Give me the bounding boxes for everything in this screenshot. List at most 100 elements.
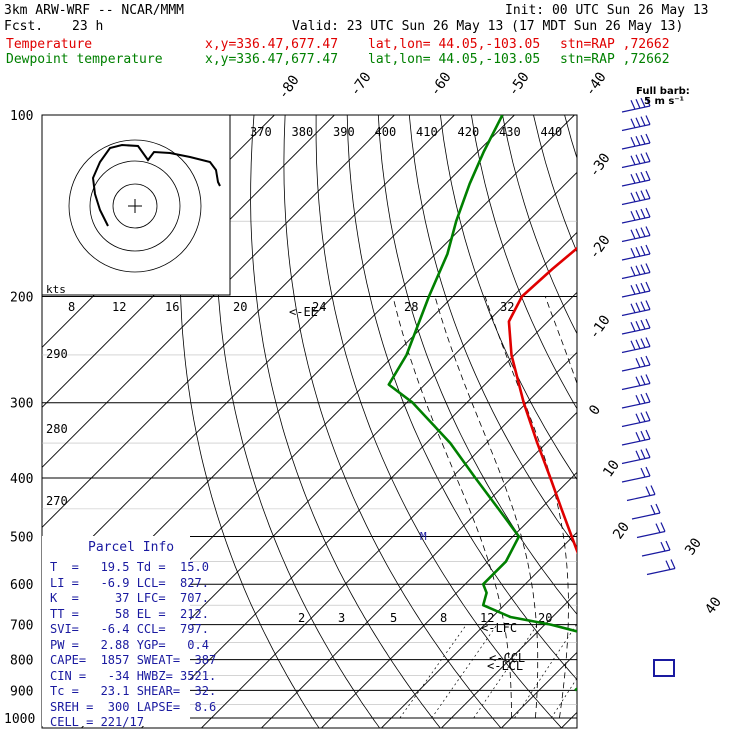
wind-barb-feather — [630, 340, 636, 351]
temperature-profile — [507, 246, 577, 555]
wind-barb-feather — [645, 392, 651, 403]
wind-barb — [621, 152, 651, 169]
theta-label: 370 — [250, 125, 272, 139]
hodograph-annotation: <-EE — [289, 305, 318, 319]
wind-barb — [621, 96, 651, 113]
wind-barb-feather — [640, 356, 646, 367]
temperature-station: stn=RAP ,72662 — [560, 37, 670, 52]
wind-barb-feather — [635, 450, 641, 460]
parcel-info-row: TT = 58 EL = 212. — [50, 606, 209, 621]
hodograph-ring — [112, 183, 158, 229]
isotherm-label: -70 — [347, 69, 375, 99]
wind-barb-staff — [621, 197, 651, 206]
wind-barb-staff — [621, 105, 651, 113]
wind-legend-line1: Full barb: — [636, 86, 690, 97]
mixing-ratio-line — [514, 624, 577, 719]
wind-barb — [621, 226, 651, 243]
isotherm-line — [140, 291, 577, 728]
wind-barb-feather — [630, 285, 636, 295]
wind-barb — [621, 374, 651, 391]
hodograph-tick-label: 16 — [165, 300, 179, 314]
dry-adiabat — [658, 115, 740, 731]
wind-barb-feather — [645, 337, 651, 347]
wind-barb — [621, 337, 651, 354]
wind-barb-staff — [641, 549, 671, 557]
wind-barb-feather — [645, 448, 651, 458]
wind-barb-staff — [621, 216, 651, 224]
dry-adiabat — [440, 115, 577, 481]
wind-barb-staff — [621, 160, 651, 169]
wind-barb-feather — [630, 118, 636, 129]
wind-barb-feather — [635, 339, 641, 349]
wind-barb-feather — [665, 540, 671, 551]
wind-barb — [621, 244, 651, 261]
wind-barb-feather — [670, 559, 676, 569]
wind-barb — [621, 133, 651, 150]
init-time: Init: 00 UTC Sun 26 May 13 — [505, 3, 709, 18]
wind-barb-feather — [635, 172, 641, 183]
mixing-ratio-line — [431, 624, 498, 719]
mixing-ratio-label: 8 — [440, 611, 447, 625]
wind-barb-staff — [621, 253, 651, 261]
wind-barb-feather — [635, 376, 641, 386]
wind-barb-feather — [660, 541, 666, 552]
wind-barb-feather — [630, 248, 636, 258]
wind-barb-feather — [640, 190, 646, 200]
level-marker-label: <-LCL — [487, 659, 523, 673]
wind-barb-feather — [640, 227, 646, 237]
hodograph-annotation: M — [420, 530, 427, 543]
pressure-tick-label: 200 — [10, 291, 33, 306]
theta-label: 380 — [292, 125, 314, 139]
isotherm-label: -80 — [275, 72, 303, 102]
wind-barb-feather — [630, 192, 636, 203]
wind-barb-feather — [645, 96, 651, 107]
pressure-tick-label: 900 — [10, 684, 33, 699]
parcel-info-row: K = 37 LFC= 707. — [50, 591, 209, 605]
wind-barb-staff — [626, 493, 656, 502]
theta-label: 400 — [375, 125, 397, 139]
wind-barb-feather — [645, 466, 651, 477]
theta-low-label: 290 — [46, 347, 68, 361]
wind-barb-feather — [630, 266, 636, 277]
isotherm-line — [679, 115, 740, 731]
wind-barb — [621, 263, 651, 280]
wind-barb-feather — [630, 229, 636, 240]
hodograph-tick-label: 28 — [404, 300, 418, 314]
hodograph-box — [41, 114, 231, 296]
wind-barb-feather — [640, 449, 646, 459]
wind-barb-feather — [645, 189, 651, 199]
wind-barb-feather — [635, 135, 641, 146]
wind-barb-feather — [630, 322, 636, 332]
dry-adiabat — [502, 115, 577, 335]
parcel-info-row: PW = 2.88 YGP= 0.4 — [50, 637, 209, 652]
wind-barb-feather — [640, 301, 646, 311]
wind-barb-staff — [621, 382, 651, 391]
hodograph-ring — [89, 160, 181, 252]
mixing-ratio-line — [473, 624, 538, 719]
wind-barb-feather — [640, 116, 646, 126]
moist-adiabat — [655, 297, 740, 719]
wind-barb — [621, 411, 651, 428]
pressure-tick-label: 700 — [10, 619, 33, 634]
wind-barb-feather — [640, 134, 646, 145]
wind-barb-feather — [635, 431, 641, 442]
temperature-legend: Temperature — [6, 37, 93, 52]
mixing-ratio-label: 2 — [298, 611, 305, 625]
parcel-info-row: CAPE= 1857 SWEAT= 387 — [50, 653, 217, 667]
isotherm-label: 10 — [600, 457, 623, 480]
level-marker-label: <-LFC — [481, 621, 517, 635]
hodograph-tick-label: 12 — [112, 300, 126, 314]
wind-barb-staff — [621, 234, 651, 243]
wind-barb-feather — [635, 117, 641, 127]
isotherm-label: 40 — [702, 594, 725, 617]
dry-adiabat — [215, 115, 381, 728]
theta-label: 430 — [499, 125, 521, 139]
mixing-ratio-label: 3 — [338, 611, 345, 625]
theta-label: 390 — [333, 125, 355, 139]
wind-barb-feather — [655, 523, 661, 533]
pressure-tick-label: 1000 — [4, 712, 35, 727]
pressure-tick-label: 800 — [10, 654, 33, 669]
wind-barb-feather — [640, 338, 646, 348]
parcel-info-row: CELL = 221/17 — [50, 715, 144, 729]
wind-barb-feather — [640, 282, 646, 293]
